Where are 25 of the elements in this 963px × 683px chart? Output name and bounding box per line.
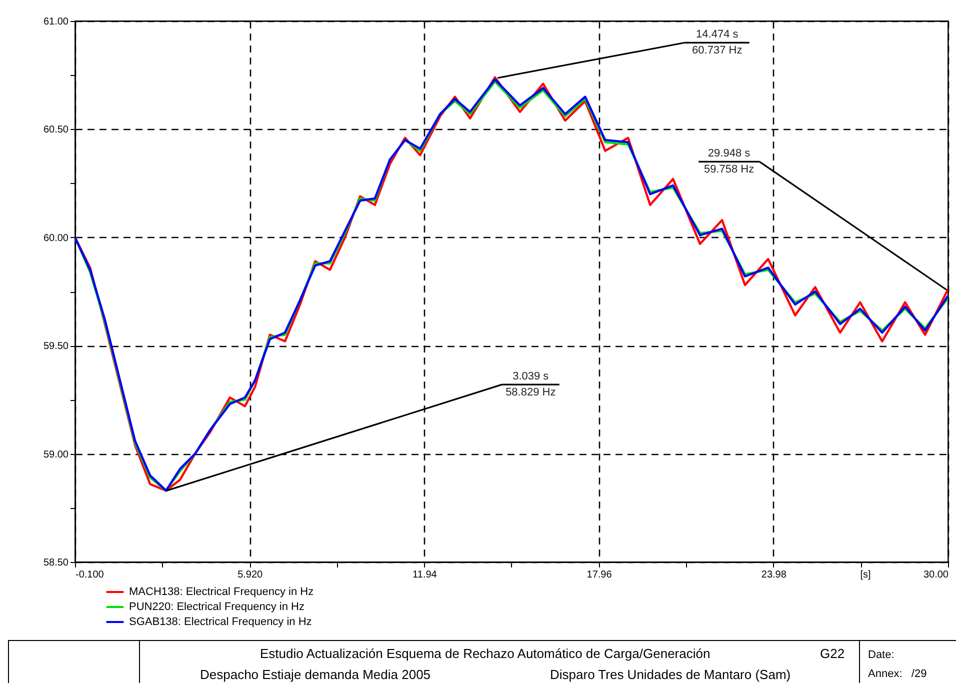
- x-tick-label: 17.96: [586, 570, 612, 580]
- x-tick-label: 5.920: [238, 570, 264, 580]
- y-tick-label: 61.00: [43, 16, 69, 28]
- text: Estudio Actualización Esquema de Rechazo Automático de Carga/Generación: [260, 646, 710, 661]
- annotation: 14.474 s 60.737 Hz: [692, 28, 742, 57]
- annotation: 3.039 s 58.829 Hz: [506, 370, 556, 399]
- text: Despacho Estiaje demanda Media 2005: [200, 667, 431, 682]
- x-tick-label: -0.100: [76, 570, 104, 580]
- text: Annex: /29: [868, 668, 927, 680]
- y-tick-label: 59.50: [43, 341, 69, 352]
- x-axis-title: [s]: [860, 570, 872, 580]
- y-tick-label: 59.00: [43, 449, 69, 460]
- x-tick-label: 23.98: [761, 570, 787, 580]
- y-tick-label: 60.50: [43, 124, 69, 136]
- annotation: 29.948 s 59.758 Hz: [704, 148, 754, 176]
- text: G22: [820, 646, 845, 661]
- x-tick-label: 11.94: [412, 570, 438, 580]
- x-tick-label: 30.00: [923, 570, 949, 580]
- text: Date:: [868, 649, 894, 661]
- y-tick-label: 58.50: [43, 558, 69, 568]
- legend-label: MACH138: Electrical Frequency in Hz: [129, 586, 314, 598]
- y-tick-label: 60.00: [43, 232, 69, 244]
- legend-label: PUN220: Electrical Frequency in Hz: [129, 601, 304, 613]
- legend-label: SGAB138: Electrical Frequency in Hz: [129, 616, 312, 628]
- text: Disparo Tres Unidades de Mantaro (Sam): [550, 667, 791, 682]
